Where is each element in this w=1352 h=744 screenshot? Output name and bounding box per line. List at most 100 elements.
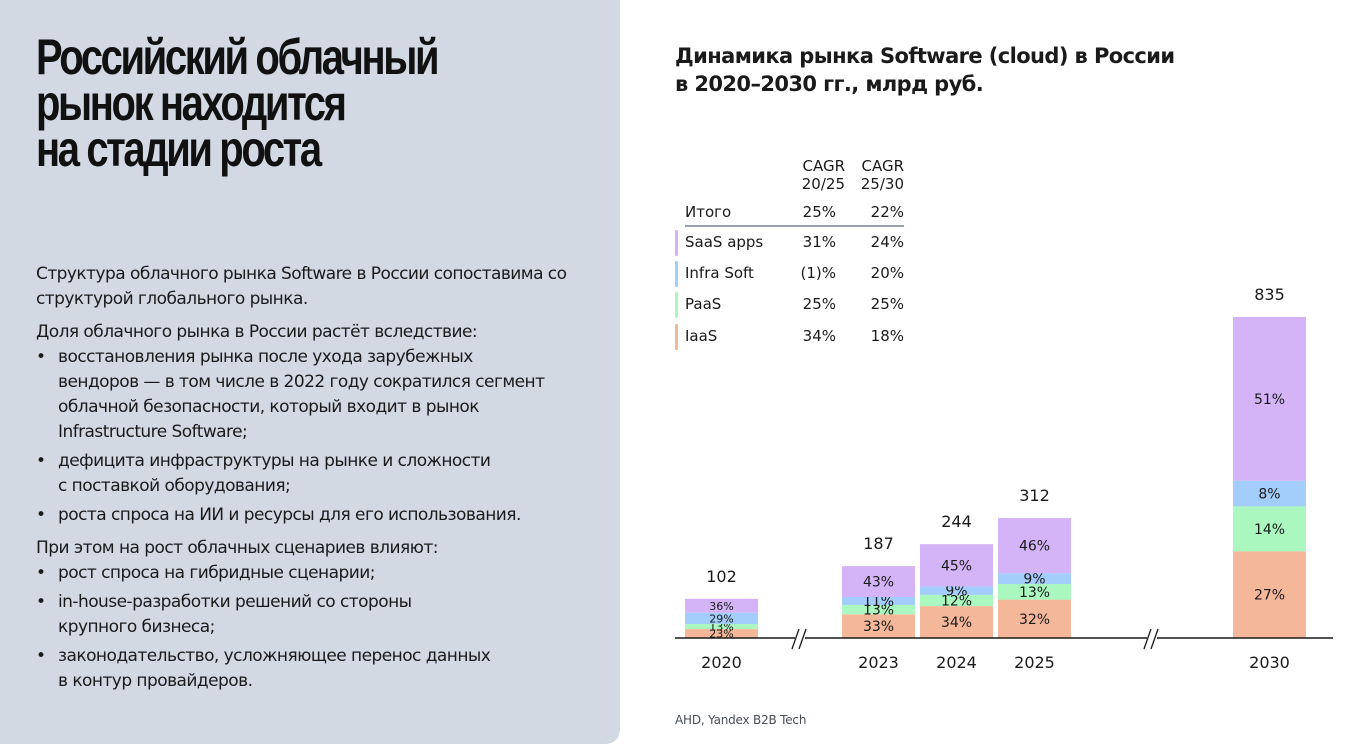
- cagr-header-20-25: CAGR 20/25: [801, 157, 845, 193]
- bar-segment-label: 13%: [1019, 585, 1050, 601]
- cagr-row-label: Infra Soft: [685, 264, 754, 282]
- bullet-icon: •: [36, 563, 46, 583]
- bar-total-label-2030: 835: [1254, 285, 1285, 304]
- bar-segment-label: 13%: [863, 603, 894, 619]
- list-item: • законодательство, усложняющее перенос д…: [36, 646, 491, 691]
- legend-swatch-paas: [675, 292, 678, 318]
- cagr-value-25-30: 24%: [870, 233, 904, 251]
- bar-segment-label: 27%: [1254, 588, 1285, 604]
- bar-segment-paas-2024: [920, 594, 993, 607]
- chart-title: Динамика рынка Software (cloud) в России…: [675, 44, 1175, 96]
- cagr-value-20-25: (1)%: [800, 264, 836, 282]
- cagr-header-25-30: CAGR 25/30: [860, 157, 904, 193]
- list-item: • in-house-разработки решений со стороны …: [36, 592, 412, 637]
- paragraph-scenario-drivers-heading: При этом на рост облачных сценариев влия…: [36, 538, 439, 558]
- bar-segment-paas-2020: [685, 624, 758, 630]
- axis-break-gap: [795, 636, 805, 640]
- legend-swatch-saas: [675, 230, 678, 256]
- bar-segment-saas-apps-2020: [685, 598, 758, 613]
- cagr-value-25-30: 18%: [870, 327, 904, 345]
- bar-segment-paas-2030: [1233, 506, 1306, 552]
- paragraph-structure: Структура облачного рынка Software в Рос…: [36, 264, 567, 309]
- bar-total-label-2025: 312: [1019, 486, 1050, 505]
- x-tick-label-2020: 2020: [701, 653, 742, 672]
- bar-segment-label: 11%: [863, 594, 894, 610]
- list-item: • восстановления рынка после ухода зарубе…: [36, 347, 545, 442]
- cagr-row-iaas: IaaS 34% 18%: [675, 324, 910, 350]
- bar-segment-label: 8%: [1258, 487, 1280, 503]
- bar-segment-iaas-2030: [1233, 551, 1306, 638]
- bullet-icon: •: [36, 646, 46, 666]
- growth-reasons-list: • восстановления рынка после ухода зарубе…: [36, 345, 596, 528]
- bar-segment-label: 43%: [863, 575, 894, 591]
- source-note: AHD, Yandex B2B Tech: [675, 713, 807, 727]
- bar-segment-saas-apps-2030: [1233, 317, 1306, 481]
- cagr-value-20-25: 25%: [802, 203, 836, 221]
- bar-segment-infra-soft-2024: [920, 586, 993, 595]
- bar-segment-iaas-2023: [842, 614, 915, 638]
- x-tick-label-2023: 2023: [858, 653, 899, 672]
- legend-swatch-iaas: [675, 324, 678, 350]
- bar-segment-label: 46%: [1019, 539, 1050, 555]
- cagr-value-25-30: 25%: [870, 295, 904, 313]
- bar-segment-label: 36%: [709, 600, 733, 613]
- cagr-divider: [685, 225, 904, 227]
- cagr-value-25-30: 20%: [870, 264, 904, 282]
- cagr-row-label: SaaS apps: [685, 233, 764, 251]
- bar-segment-paas-2023: [842, 604, 915, 615]
- axis-break-gap: [1147, 636, 1157, 640]
- cagr-value-25-30: 22%: [870, 203, 904, 221]
- cagr-value-20-25: 31%: [802, 233, 836, 251]
- cagr-row-saas: SaaS apps 31% 24%: [675, 230, 910, 256]
- bar-total-label-2023: 187: [863, 534, 894, 553]
- axis-break-icon: [1150, 628, 1159, 650]
- cagr-row-label: Итого: [685, 203, 732, 221]
- bar-segment-saas-apps-2025: [998, 518, 1071, 574]
- axis-break-icon: [798, 628, 807, 650]
- left-panel: Российский облачный рынок находится на с…: [0, 0, 620, 744]
- body-text: Структура облачного рынка Software в Рос…: [36, 262, 596, 702]
- bar-segment-label: 33%: [863, 619, 894, 635]
- bar-segment-infra-soft-2025: [998, 573, 1071, 585]
- bar-segment-paas-2025: [998, 584, 1071, 600]
- page-title: Российский облачный рынок находится на с…: [36, 29, 440, 177]
- bar-segment-label: 9%: [945, 584, 967, 600]
- bar-segment-label: 12%: [941, 593, 972, 609]
- legend-swatch-infra-soft: [675, 261, 678, 287]
- bar-segment-saas-apps-2023: [842, 566, 915, 598]
- scenario-drivers-list: • рост спроса на гибридные сценарии; • in-…: [36, 561, 596, 694]
- bullet-icon: •: [36, 347, 46, 367]
- cagr-row-label: PaaS: [685, 295, 722, 313]
- bullet-icon: •: [36, 451, 46, 471]
- bullet-icon: •: [36, 505, 46, 525]
- axis-break-icon: [1143, 628, 1152, 650]
- bar-total-label-2024: 244: [941, 512, 972, 531]
- cagr-row-infra-soft: Infra Soft (1)% 20%: [675, 261, 910, 287]
- bar-segment-iaas-2020: [685, 629, 758, 638]
- bar-segment-label: 32%: [1019, 612, 1050, 628]
- cagr-row-paas: PaaS 25% 25%: [675, 292, 910, 318]
- bar-total-label-2020: 102: [706, 567, 737, 586]
- bar-segment-infra-soft-2020: [685, 612, 758, 625]
- bar-segment-saas-apps-2024: [920, 544, 993, 587]
- bar-segment-label: 45%: [941, 558, 972, 574]
- axis-break-icon: [791, 628, 800, 650]
- cagr-row-label: IaaS: [685, 327, 718, 345]
- list-item: • рост спроса на гибридные сценарии;: [36, 561, 596, 586]
- list-item: • роста спроса на ИИ и ресурсы для его ис…: [36, 503, 596, 528]
- cagr-value-20-25: 25%: [802, 295, 836, 313]
- x-tick-label-2030: 2030: [1249, 653, 1290, 672]
- cagr-value-20-25: 34%: [802, 327, 836, 345]
- bar-segment-infra-soft-2023: [842, 597, 915, 605]
- paragraph-growth-reasons-heading: Доля облачного рынка в России растёт всл…: [36, 322, 478, 342]
- bar-segment-iaas-2024: [920, 606, 993, 638]
- bar-segment-label: 51%: [1254, 392, 1285, 408]
- x-tick-label-2025: 2025: [1014, 653, 1055, 672]
- bar-segment-label: 29%: [709, 612, 733, 625]
- bar-segment-label: 13%: [709, 621, 733, 634]
- bar-segment-label: 23%: [709, 628, 733, 641]
- bar-segment-label: 9%: [1023, 572, 1045, 588]
- x-tick-label-2024: 2024: [936, 653, 977, 672]
- bar-segment-label: 14%: [1254, 522, 1285, 538]
- bar-segment-label: 34%: [941, 615, 972, 631]
